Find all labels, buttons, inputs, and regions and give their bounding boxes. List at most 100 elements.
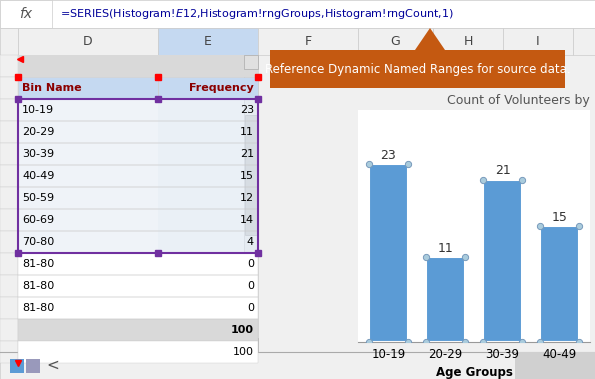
Bar <box>18 99 158 253</box>
Bar <box>433 28 503 55</box>
Text: 23: 23 <box>381 149 396 162</box>
Bar <box>244 55 258 352</box>
Text: 0: 0 <box>247 259 254 269</box>
Bar <box>0 341 18 363</box>
Bar <box>26 359 40 373</box>
Text: <: < <box>46 358 59 373</box>
Bar <box>0 253 18 275</box>
Bar <box>18 121 258 143</box>
Bar <box>358 28 433 55</box>
Text: 81-80: 81-80 <box>22 281 54 291</box>
Bar <box>0 55 18 77</box>
Text: Frequency: Frequency <box>189 83 254 93</box>
Bar <box>158 275 258 297</box>
Text: 0: 0 <box>247 281 254 291</box>
Text: =SERIES(Histogram!$E$12,Histogram!rngGroups,Histogram!rngCount,1): =SERIES(Histogram!$E$12,Histogram!rngGro… <box>60 7 454 21</box>
Bar <box>245 115 257 235</box>
Bar <box>18 55 258 77</box>
Bar <box>18 319 258 341</box>
Bar <box>0 209 18 231</box>
Bar <box>18 253 158 275</box>
Text: 40-49: 40-49 <box>22 171 54 181</box>
Bar <box>244 338 258 352</box>
Text: 81-80: 81-80 <box>22 259 54 269</box>
Bar <box>18 341 258 363</box>
Bar <box>18 253 258 275</box>
Bar <box>258 28 358 55</box>
X-axis label: Age Groups: Age Groups <box>436 366 512 379</box>
Bar <box>0 275 18 297</box>
Bar <box>425 257 465 342</box>
Bar <box>0 319 18 341</box>
Bar <box>18 187 258 209</box>
Bar <box>10 359 24 373</box>
Bar <box>0 55 595 77</box>
Text: 100: 100 <box>231 325 254 335</box>
Bar <box>0 77 18 99</box>
Bar <box>18 99 258 253</box>
Bar <box>18 297 258 319</box>
Bar <box>483 180 522 342</box>
Text: 30-39: 30-39 <box>22 149 54 159</box>
Polygon shape <box>415 28 445 50</box>
Text: Reference Dynamic Named Ranges for source data.: Reference Dynamic Named Ranges for sourc… <box>265 63 571 75</box>
Text: E: E <box>204 35 212 48</box>
Bar <box>18 77 258 352</box>
Bar <box>158 99 258 253</box>
Bar <box>18 165 258 187</box>
Bar <box>0 231 18 253</box>
Text: 21: 21 <box>240 149 254 159</box>
Bar <box>18 99 258 121</box>
Bar <box>18 297 158 319</box>
Text: 11: 11 <box>438 242 453 255</box>
Bar <box>503 28 573 55</box>
Text: 23: 23 <box>240 105 254 115</box>
Bar <box>158 28 258 55</box>
Bar <box>0 165 18 187</box>
Bar <box>18 275 158 297</box>
Text: 10-19: 10-19 <box>22 105 54 115</box>
Bar <box>18 275 258 297</box>
Text: 4: 4 <box>247 237 254 247</box>
Bar <box>18 143 258 165</box>
Bar <box>573 28 595 55</box>
Text: 50-59: 50-59 <box>22 193 54 203</box>
Text: F: F <box>305 35 312 48</box>
Text: 0: 0 <box>247 303 254 313</box>
Text: 70-80: 70-80 <box>22 237 54 247</box>
Text: I: I <box>536 35 540 48</box>
Bar <box>0 121 18 143</box>
Bar <box>0 0 52 28</box>
Text: 100: 100 <box>233 347 254 357</box>
Bar <box>0 143 18 165</box>
Text: 60-69: 60-69 <box>22 215 54 225</box>
Bar <box>18 209 258 231</box>
Text: D: D <box>83 35 93 48</box>
Text: Bin Name: Bin Name <box>22 83 82 93</box>
Text: Count of Volunteers by: Count of Volunteers by <box>447 94 590 107</box>
Bar <box>270 50 565 88</box>
Text: 15: 15 <box>240 171 254 181</box>
Bar <box>18 28 158 55</box>
Bar <box>540 226 580 342</box>
Bar <box>368 164 408 342</box>
Text: 20-29: 20-29 <box>22 127 54 137</box>
Bar <box>244 55 258 69</box>
Text: 15: 15 <box>552 211 568 224</box>
Text: 12: 12 <box>240 193 254 203</box>
Bar <box>0 28 18 55</box>
Text: H: H <box>464 35 472 48</box>
Text: fx: fx <box>20 7 33 21</box>
Text: 81-80: 81-80 <box>22 303 54 313</box>
Bar <box>158 77 258 99</box>
Text: G: G <box>391 35 400 48</box>
Bar <box>158 297 258 319</box>
Bar <box>515 352 595 379</box>
Text: 11: 11 <box>240 127 254 137</box>
Bar <box>18 77 158 99</box>
Bar <box>0 352 595 379</box>
Text: 14: 14 <box>240 215 254 225</box>
Bar <box>18 231 258 253</box>
Bar <box>0 187 18 209</box>
Bar <box>0 99 18 121</box>
